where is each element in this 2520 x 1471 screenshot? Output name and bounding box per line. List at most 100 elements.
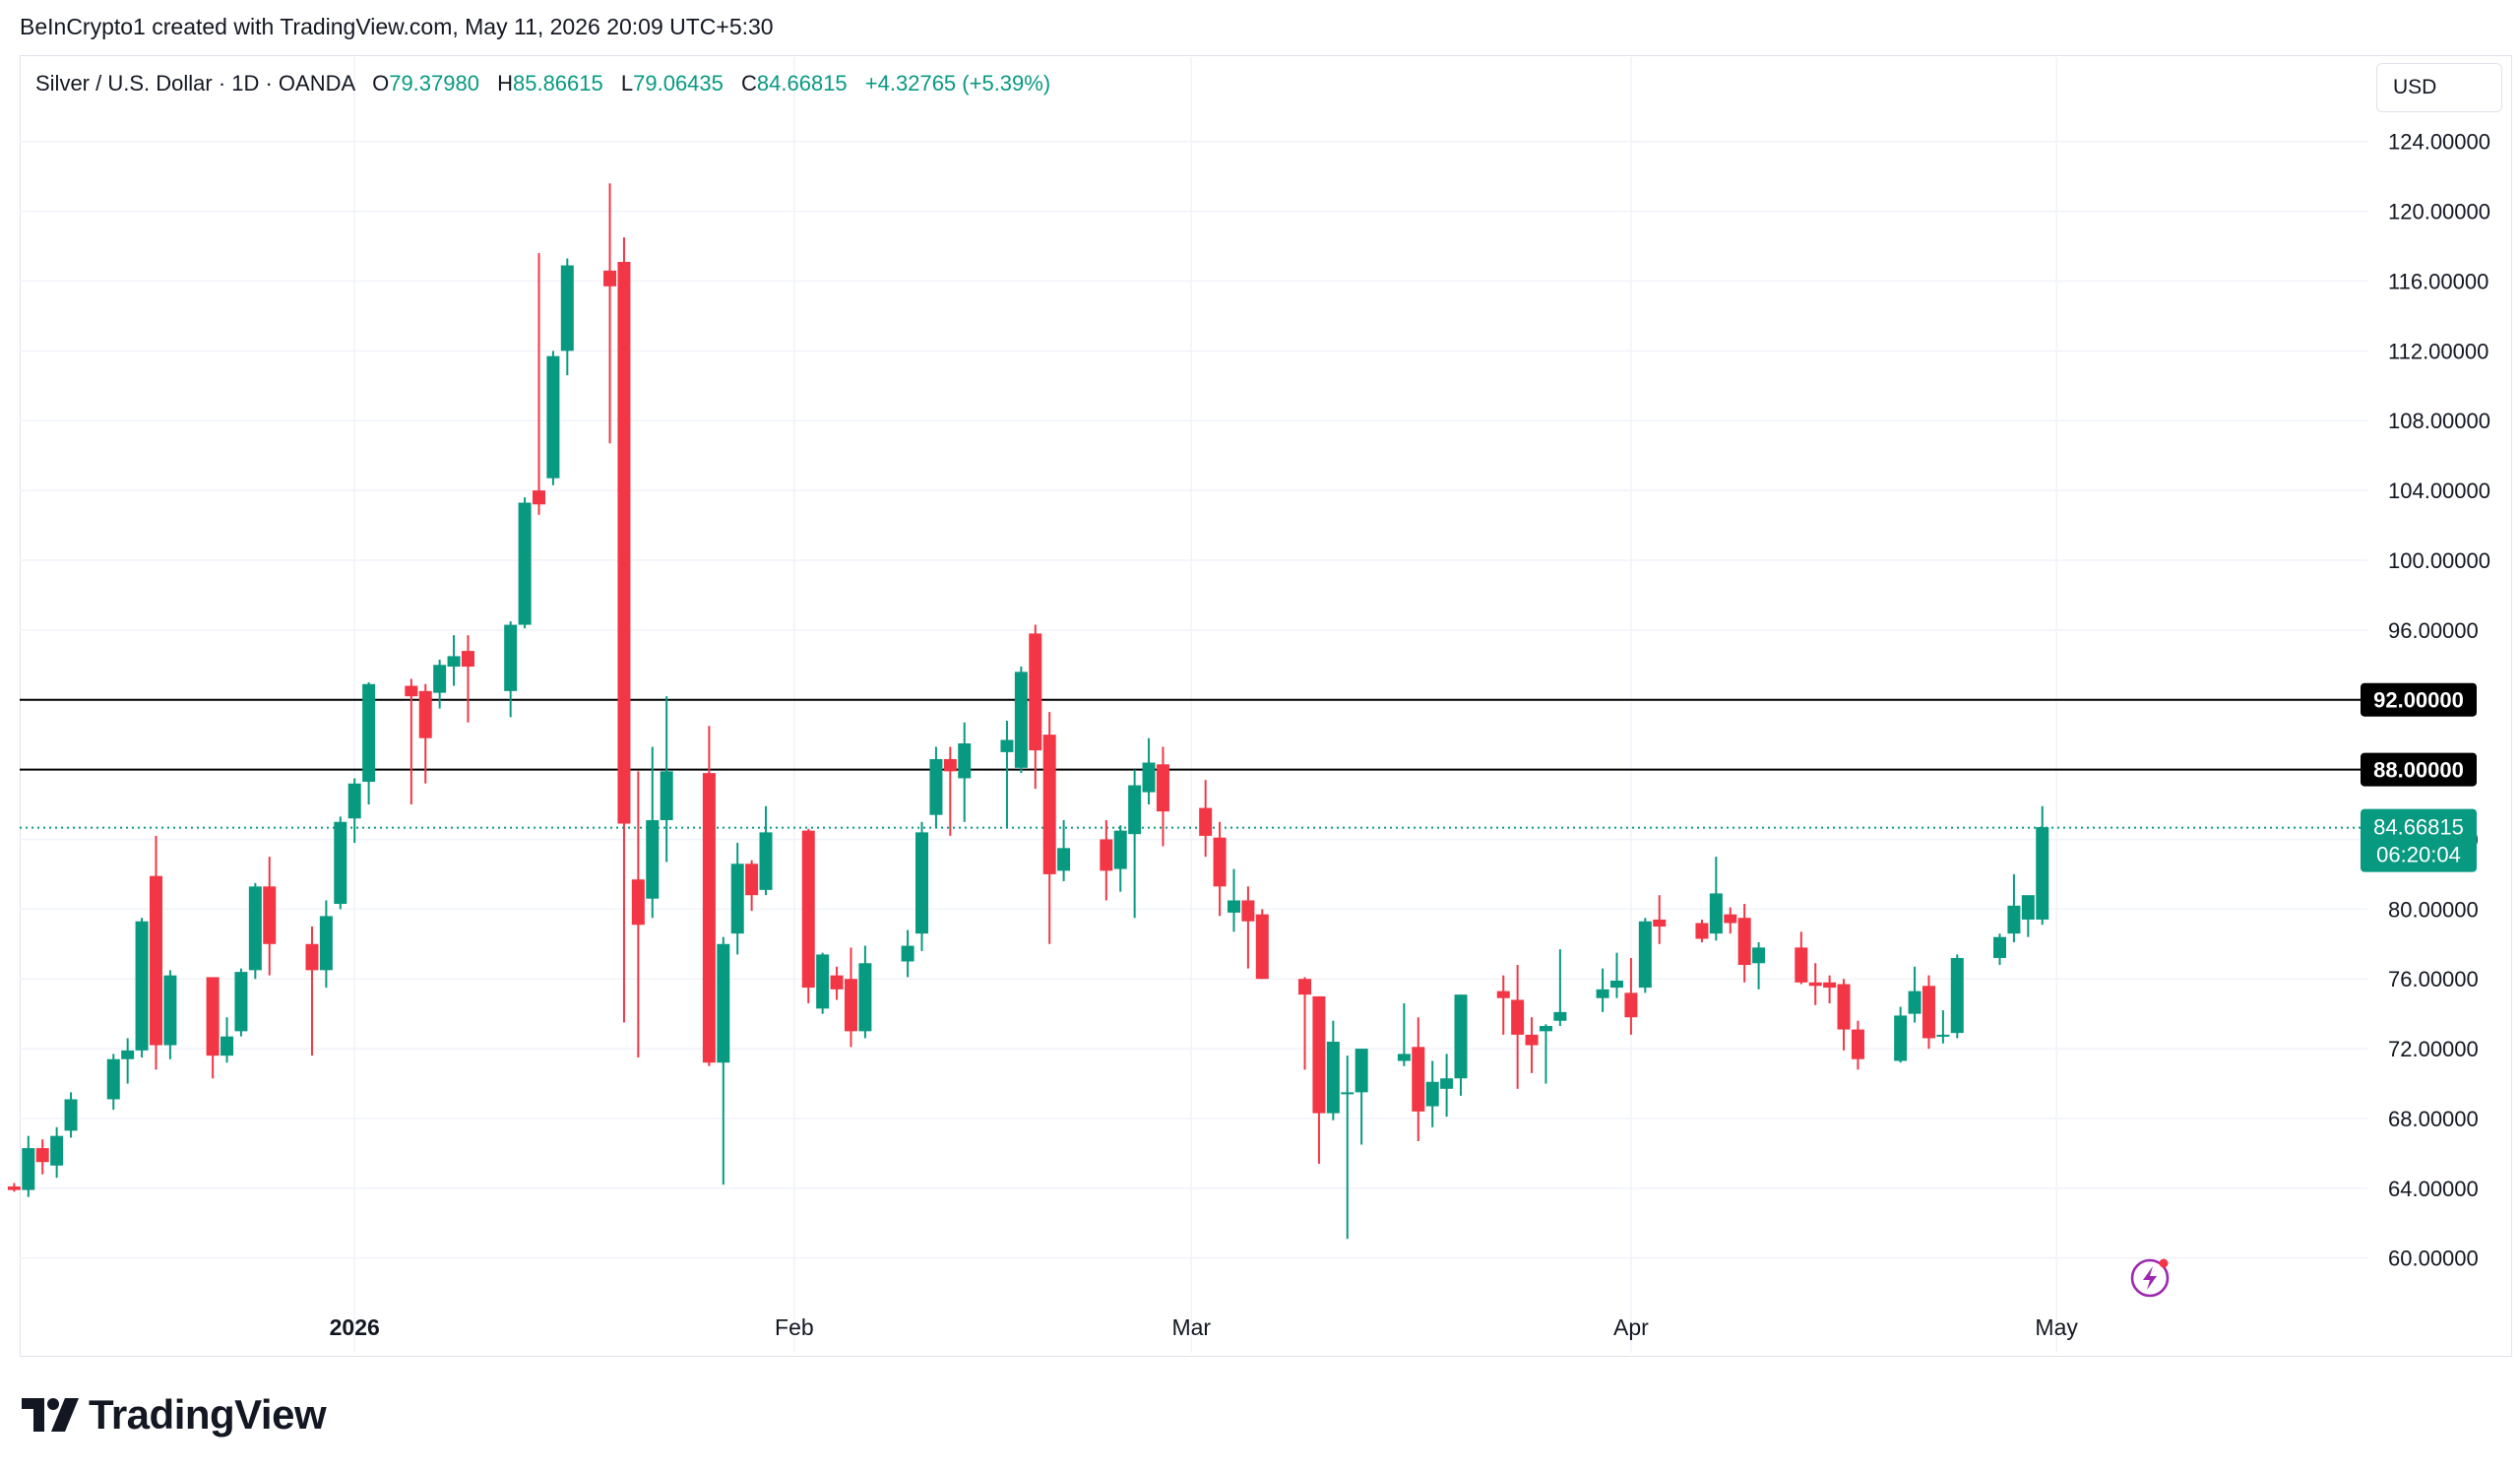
candle-body [533, 490, 545, 505]
candle-body [745, 863, 759, 896]
candle-down [418, 683, 432, 784]
candle-body [1851, 1029, 1864, 1059]
candle-body [1057, 848, 1071, 871]
candle-up [1894, 1006, 1908, 1063]
candle-up [433, 659, 447, 709]
candle-up [234, 968, 248, 1037]
candle-down [830, 966, 844, 1000]
candle-body [22, 1148, 35, 1190]
close-label: C [741, 71, 757, 96]
candle-body [1936, 1034, 1950, 1037]
last-price-label: 84.66815 [2373, 815, 2464, 840]
candle-body [135, 921, 149, 1051]
candle-down [1724, 907, 1737, 934]
candle-up [1553, 949, 1567, 1027]
candle-body [901, 945, 914, 962]
candle-up [1000, 720, 1014, 828]
candle-body [1042, 735, 1056, 874]
candle-up [958, 722, 972, 822]
candle-down [1695, 919, 1709, 943]
candle-down [844, 947, 857, 1048]
low-label: L [620, 71, 634, 96]
level-label: 88.00000 [2373, 758, 2464, 783]
candle-up [518, 497, 532, 629]
candle-up [660, 696, 673, 863]
candle-body [1525, 1034, 1539, 1046]
y-tick-label: 68.00000 [2388, 1107, 2479, 1131]
candle-body [1539, 1026, 1552, 1032]
candle-body [347, 783, 361, 819]
candle-body [958, 743, 972, 779]
candle-up [1610, 952, 1623, 998]
candle-body [1000, 739, 1014, 752]
candle-down [263, 857, 277, 976]
candle-up [858, 945, 872, 1039]
tradingview-logo-icon [22, 1398, 79, 1432]
candle-body [1440, 1078, 1454, 1089]
symbol-legend: Silver / U.S. Dollar · 1D · OANDA O79.37… [35, 71, 1050, 96]
candle-body [504, 624, 518, 691]
candle-down [603, 183, 617, 444]
candle-body [35, 1148, 49, 1163]
candle-body [64, 1099, 78, 1131]
candle-body [1397, 1054, 1411, 1061]
tradingview-logo[interactable]: TradingView [22, 1390, 327, 1439]
candle-body [106, 1058, 120, 1100]
candle-body [1737, 918, 1751, 966]
candle-body [1653, 919, 1667, 927]
level-label-box [2361, 752, 2477, 787]
candle-body [943, 758, 957, 772]
candle-body [1255, 914, 1269, 980]
candle-up [362, 682, 376, 805]
level-label-box [2361, 682, 2477, 717]
high-label: H [497, 71, 513, 96]
candle-body [801, 830, 815, 989]
close-value: 84.66815 [756, 71, 848, 96]
candle-up [106, 1054, 120, 1111]
candle-body [759, 832, 773, 890]
candle-body [1624, 992, 1638, 1018]
candle-up [447, 635, 461, 686]
candle-up [816, 952, 830, 1014]
candle-up [1113, 825, 1127, 892]
candle-up [248, 882, 262, 980]
candle-up [1326, 1020, 1340, 1120]
candle-body [1950, 957, 1964, 1034]
candle-body [858, 963, 872, 1032]
y-tick-label: 124.00000 [2388, 130, 2490, 155]
candle-down [702, 726, 716, 1066]
change-value: +4.32765 (+5.39%) [864, 71, 1051, 96]
candle-body [717, 943, 730, 1063]
chart-pane[interactable] [20, 55, 2512, 1357]
candle-body [1142, 762, 1156, 793]
candle-up [1454, 994, 1468, 1096]
candle-body [1425, 1081, 1439, 1107]
candle-body [121, 1050, 135, 1059]
candle-down [1837, 979, 1851, 1051]
candle-down [7, 1183, 21, 1192]
candle-down [1823, 975, 1837, 1004]
open-label: O [372, 71, 390, 96]
y-tick-label: 120.00000 [2388, 200, 2490, 224]
candle-body [1241, 900, 1255, 922]
candle-down [1213, 821, 1227, 917]
currency-button[interactable]: USD [2376, 63, 2502, 112]
candle-down [1922, 975, 1935, 1050]
candle-down [617, 237, 631, 1023]
candle-up [334, 816, 347, 910]
candle-down [1156, 746, 1169, 847]
candle-body [1908, 991, 1922, 1014]
y-tick-label: 80.00000 [2388, 897, 2479, 922]
candle-up [1709, 857, 1723, 941]
candle-down [533, 253, 545, 515]
candle-down [1808, 963, 1822, 1005]
candle-body [334, 821, 347, 905]
candle-body [1312, 995, 1326, 1114]
candle-body [1638, 921, 1652, 989]
candle-up [1752, 942, 1766, 990]
candle-up [1014, 667, 1028, 774]
candle-body [163, 975, 177, 1046]
lightning-icon[interactable] [2128, 1254, 2174, 1300]
candle-body [1029, 633, 1042, 751]
